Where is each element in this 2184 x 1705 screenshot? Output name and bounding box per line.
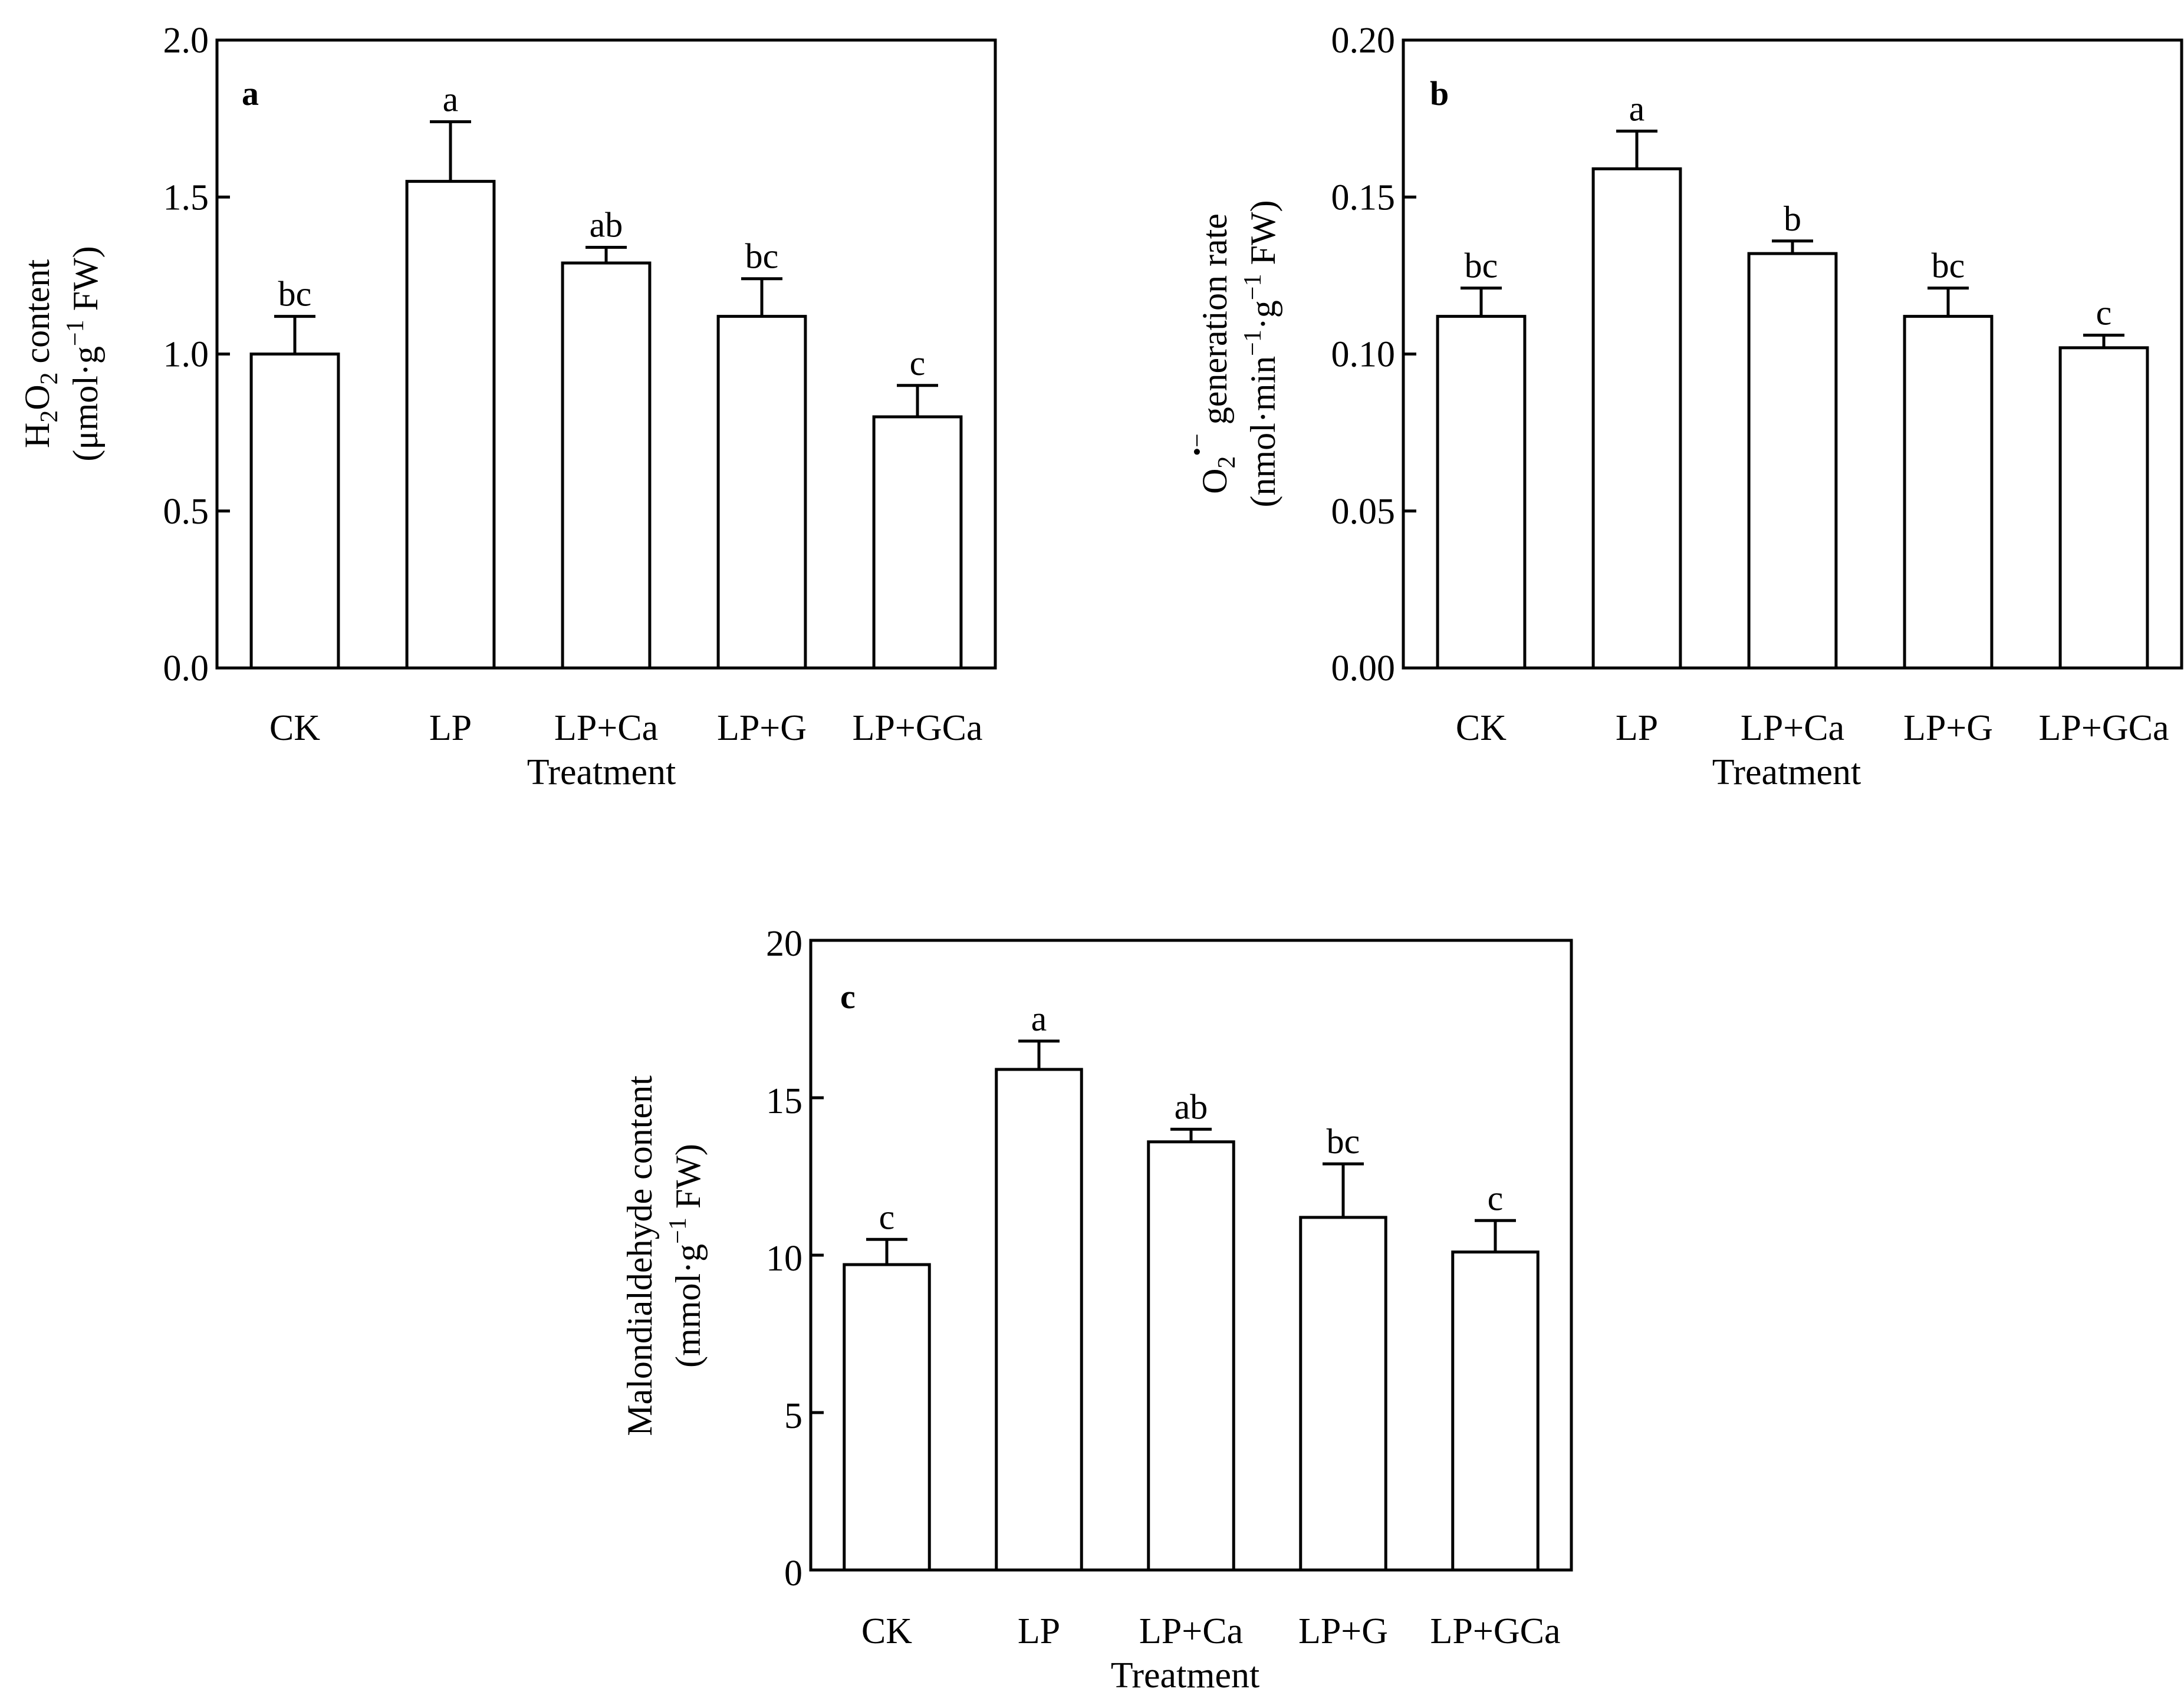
panel-c-y-label-line2: (mmol·g−1 FW) [665,1144,708,1368]
panel-b-y-axis: 0.00 0.05 0.10 0.15 0.20 [1331,21,1416,689]
panel-a-chart: a 0.0 0.5 1.0 1.5 2.0 bc CK a LP ab LP+Ca bc LP+G c L… [18,21,997,792]
panel-a-category-label-2: LP+Ca [554,708,658,748]
panel-c-y-tick-label: 5 [784,1396,802,1436]
panel-a-significance-label-1: a [443,80,459,119]
panel-b-y-label-line2: (nmol·min−1·g−1 FW) [1239,200,1282,508]
panel-a-category-label-1: LP [429,708,472,748]
panel-c-category-label-0: CK [861,1611,912,1651]
panel-c-y-label-line1: Malondialdehyde content [620,1075,659,1436]
panel-b-y-tick-label: 0.05 [1331,492,1396,532]
panel-c-bar-4 [1451,1250,1540,1572]
panel-c-y-axis-label: Malondialdehyde content (mmol·g−1 FW) [620,1075,708,1436]
panel-a-y-label-line1: H2O2 content [18,259,63,449]
panel-a-letter: a [242,74,259,113]
panel-b-y-label-line1: O2•− generation rate [1184,213,1241,494]
panel-b-significance-label-2: b [1784,199,1801,238]
panel-c-significance-label-2: ab [1175,1087,1208,1126]
panel-b-bar-4 [2058,346,2149,670]
panel-c-significance-label-1: a [1031,999,1047,1038]
panel-b-chart: b 0.00 0.05 0.10 0.15 0.20 bc CK a LP b LP+Ca bc LP… [1184,21,2183,792]
panel-b-letter: b [1430,74,1449,113]
panel-b-bar-3 [1903,315,1994,670]
panel-a-y-tick-label: 1.5 [163,177,209,218]
panel-a-bars: bc CK a LP ab LP+Ca bc LP+G c LP+GCa [249,80,983,748]
panel-c-y-tick-label: 15 [766,1081,802,1121]
panel-c-significance-label-4: c [1488,1179,1504,1217]
panel-b-y-axis-label: O2•− generation rate (nmol·min−1·g−1 FW) [1184,200,1282,508]
panel-c-x-axis-label: Treatment [1111,1655,1260,1696]
panel-c-significance-label-0: c [879,1197,895,1236]
panel-a-y-axis: 0.0 0.5 1.0 1.5 2.0 [163,21,230,689]
panel-c-y-tick-label: 10 [766,1239,802,1279]
panel-a-y-tick-label: 0.0 [163,649,209,689]
panel-c-bar-2 [1147,1140,1235,1572]
panel-a-category-label-0: CK [269,708,320,748]
panel-a-significance-label-3: bc [745,237,779,276]
panel-a-category-label-3: LP+G [717,708,807,748]
panel-a-bar-2 [561,261,652,670]
panel-b-y-tick-label: 0.10 [1331,335,1396,375]
panel-b-category-label-0: CK [1456,708,1507,748]
panel-a-x-axis-label: Treatment [527,752,676,792]
panel-b-significance-label-0: bc [1465,246,1498,285]
panel-a-category-label-4: LP+GCa [853,708,983,748]
panel-b-category-label-4: LP+GCa [2039,708,2169,748]
panel-b-y-tick-label: 0.15 [1331,177,1396,218]
panel-a-bar-4 [872,415,963,670]
panel-b-category-label-1: LP [1616,708,1658,748]
panel-b-bar-1 [1591,167,1682,670]
panel-b-bar-2 [1747,252,1838,670]
panel-c-letter: c [840,977,856,1016]
panel-c-category-label-3: LP+G [1298,1611,1388,1651]
panel-c-y-tick-label: 20 [766,924,802,964]
panel-c-category-label-2: LP+Ca [1139,1611,1243,1651]
panel-b-category-label-2: LP+Ca [1741,708,1844,748]
panel-a-bar-0 [249,353,340,670]
panel-a-y-axis-label: H2O2 content (μmol·g−1 FW) [18,246,105,461]
panel-a-bar-1 [405,180,496,670]
panel-b-significance-label-1: a [1629,89,1645,128]
panel-c-bar-0 [843,1263,931,1572]
panel-a-significance-label-0: bc [278,275,312,314]
panel-c-significance-label-3: bc [1327,1122,1360,1161]
panel-b-bar-0 [1436,315,1527,670]
panel-c-y-tick-label: 0 [784,1553,802,1594]
panel-a-y-label-line2: (μmol·g−1 FW) [62,246,105,461]
panel-a-significance-label-4: c [910,344,926,383]
panel-b-bars: bc CK a LP b LP+Ca bc LP+G c LP+GCa [1436,89,2169,748]
panel-c-category-label-4: LP+GCa [1430,1611,1561,1651]
panel-a-y-tick-label: 1.0 [163,335,209,375]
panel-c-bar-3 [1299,1216,1387,1572]
panel-c-category-label-1: LP [1018,1611,1060,1651]
panel-c-y-axis: 0 5 10 15 20 [766,924,824,1594]
panel-a-significance-label-2: ab [590,205,623,244]
panel-a-y-tick-label: 0.5 [163,492,209,532]
panel-b-x-axis-label: Treatment [1712,752,1861,792]
panel-c-bars: c CK a LP ab LP+Ca bc LP+G c LP+GCa [843,999,1561,1651]
panel-b-y-tick-label: 0.20 [1331,21,1396,61]
panel-b-y-tick-label: 0.00 [1331,649,1396,689]
panel-b-significance-label-3: bc [1932,246,1965,285]
panel-a-bar-3 [716,315,807,670]
panel-b-category-label-3: LP+G [1903,708,1993,748]
panel-b-significance-label-4: c [2096,294,2112,333]
panel-a-y-tick-label: 2.0 [163,21,209,61]
panel-c-bar-1 [995,1068,1083,1572]
panel-c-chart: c 0 5 10 15 20 c CK a LP ab LP+Ca bc LP+G c LP+GCa Tr… [620,924,1573,1696]
